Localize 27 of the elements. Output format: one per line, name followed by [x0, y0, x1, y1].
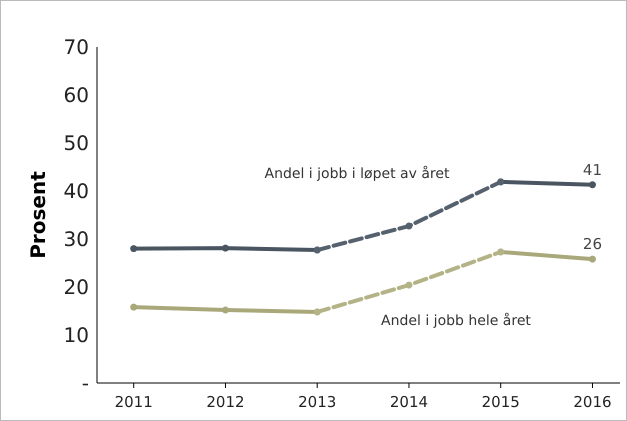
x-tick-label: 2014: [390, 393, 428, 411]
x-tick-label: 2011: [114, 393, 153, 411]
point: [405, 282, 412, 289]
x-tick-label: 2012: [206, 393, 245, 411]
x-tick-label: 2013: [298, 393, 336, 411]
y-tick-label: 20: [64, 275, 89, 299]
point: [588, 181, 596, 188]
x-tick-label: 2016: [573, 393, 612, 411]
y-tick-label: 50: [64, 131, 89, 155]
point: [588, 256, 596, 263]
y-tick-label: 60: [64, 83, 89, 107]
x-tick-label: 2015: [482, 393, 520, 411]
y-tick-label: -: [82, 371, 89, 395]
data-label: 26: [582, 235, 602, 254]
point: [130, 304, 138, 311]
y-tick-label: 70: [64, 35, 89, 59]
annotation: Andel i jobb hele året: [381, 312, 532, 329]
annotation: Andel i jobb i løpet av året: [264, 165, 450, 182]
y-tick-label: 10: [64, 323, 89, 347]
y-tick-label: 30: [64, 227, 89, 251]
y-axis-title: Prosent: [26, 170, 50, 259]
point: [130, 245, 138, 252]
point: [222, 306, 229, 314]
data-label: 41: [582, 160, 602, 179]
point: [222, 244, 229, 252]
y-tick-label: 40: [64, 179, 89, 203]
point: [405, 222, 412, 230]
